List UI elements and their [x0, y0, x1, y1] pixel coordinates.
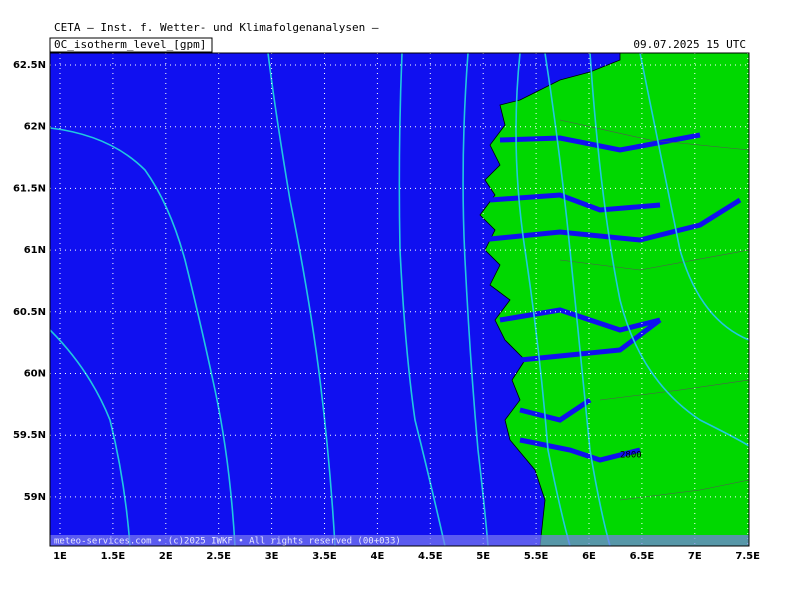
lon-label: 2E	[159, 551, 173, 562]
contour-label: 2800	[620, 451, 642, 461]
lon-label: 4.5E	[418, 551, 443, 562]
grid	[50, 53, 749, 546]
lon-label: 3.5E	[312, 551, 337, 562]
title: CETA – Inst. f. Wetter- und Klimafolgena…	[54, 21, 379, 34]
ticks: 62.5N 62N 61.5N 61N 60.5N 60N 59.5N 59N 1E 1.5E 2E…	[13, 60, 760, 562]
lat-label: 60.5N	[13, 307, 46, 318]
land	[479, 53, 749, 546]
lat-label: 59.5N	[13, 430, 46, 441]
field-name: 0C_isotherm_level_[gpm]	[54, 38, 206, 51]
fjords	[479, 132, 742, 463]
valid-time: 09.07.2025 15 UTC	[633, 38, 746, 51]
lat-label: 62N	[24, 122, 46, 133]
field-box	[49, 37, 213, 53]
contours	[50, 53, 749, 546]
lat-label: 59N	[24, 492, 46, 503]
lon-label: 7.5E	[735, 551, 760, 562]
footer: meteo-services.com • (c)2025 IWKF • All …	[54, 537, 401, 547]
lon-label: 7E	[688, 551, 702, 562]
frame	[49, 52, 750, 547]
lon-label: 6E	[582, 551, 596, 562]
lat-label: 60N	[24, 369, 46, 380]
footer-bar	[50, 535, 749, 546]
map-area: 2800 meteo-services.com • (c)2025 IWKF •…	[50, 53, 749, 547]
lon-label: 1.5E	[101, 551, 126, 562]
lat-label: 62.5N	[13, 60, 46, 71]
lon-label: 2.5E	[206, 551, 231, 562]
lat-label: 61.5N	[13, 183, 46, 194]
lon-label: 6.5E	[630, 551, 655, 562]
lon-label: 1E	[53, 551, 67, 562]
lon-label: 4E	[371, 551, 385, 562]
lon-label: 3E	[265, 551, 279, 562]
lon-label: 5E	[476, 551, 490, 562]
lon-label: 5.5E	[524, 551, 549, 562]
lat-label: 61N	[24, 245, 46, 256]
